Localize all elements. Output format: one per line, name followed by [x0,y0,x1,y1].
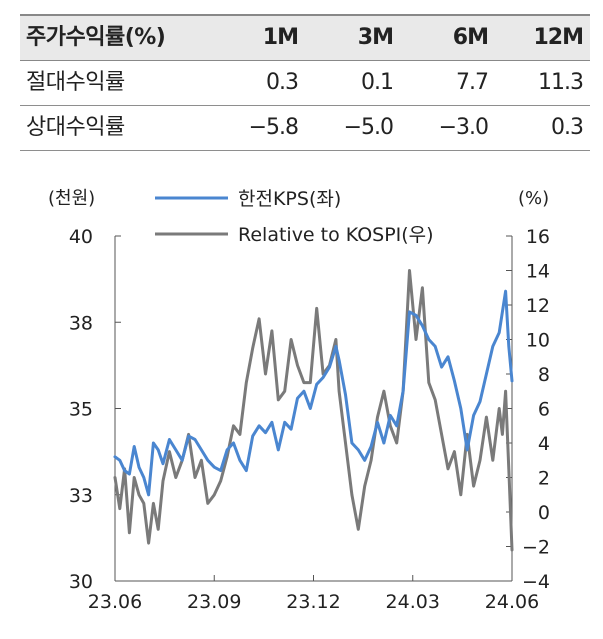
series-line-kps [113,289,514,497]
line-chart: (천원) (%) 한전KPS(좌) Relative to KOSPI(우) 4… [48,188,550,613]
left-tick-label: 30 [69,571,93,593]
right-tick-label: 12 [526,295,550,317]
right-tick-label: 8 [538,364,550,386]
right-tick-label: 2 [538,468,550,490]
cell-1m: −5.8 [248,115,299,140]
x-tick-label: 23.06 [88,591,142,613]
legend-label-relative: Relative to KOSPI(우) [238,224,434,246]
x-tick-label: 23.09 [187,591,241,613]
header-12m: 12M [533,25,584,50]
legend-label-kps: 한전KPS(좌) [238,188,341,210]
cell-12m: 0.3 [551,115,584,140]
row-label: 상대수익률 [26,115,125,140]
returns-table: 주가수익률(%) 1M 3M 6M 12M 절대수익률 0.3 0.1 7.7 … [20,14,590,151]
right-axis-unit: (%) [518,188,549,209]
cell-6m: 7.7 [456,70,489,95]
right-tick-label: 10 [526,330,550,352]
header-3m: 3M [357,25,394,50]
header-1m: 1M [262,25,299,50]
right-tick-label: −2 [522,537,550,559]
cell-1m: 0.3 [266,70,299,95]
left-tick-label: 33 [69,485,93,507]
x-tick-label: 24.06 [485,591,539,613]
row-label: 절대수익률 [26,70,125,95]
right-tick-label: 6 [538,399,550,421]
left-axis-unit: (천원) [48,188,95,209]
table-row-absolute: 절대수익률 0.3 0.1 7.7 11.3 [20,61,590,106]
left-tick-label: 35 [69,399,93,421]
right-tick-label: 4 [538,433,550,455]
series-line-relative [113,269,514,552]
left-tick-label: 40 [69,226,93,248]
table-header-row: 주가수익률(%) 1M 3M 6M 12M [20,14,590,61]
x-tick-label: 23.12 [286,591,340,613]
right-tick-label: 0 [538,502,550,524]
header-label: 주가수익률(%) [26,25,166,50]
cell-6m: −3.0 [438,115,489,140]
right-tick-label: 16 [526,226,550,248]
header-6m: 6M [452,25,489,50]
cell-3m: −5.0 [343,115,394,140]
right-tick-label: 14 [526,261,550,283]
cell-12m: 11.3 [538,70,584,95]
right-tick-label: −4 [522,571,550,593]
table-row-relative: 상대수익률 −5.8 −5.0 −3.0 0.3 [20,106,590,151]
x-tick-label: 24.03 [386,591,440,613]
left-tick-label: 38 [69,312,93,334]
cell-3m: 0.1 [361,70,394,95]
